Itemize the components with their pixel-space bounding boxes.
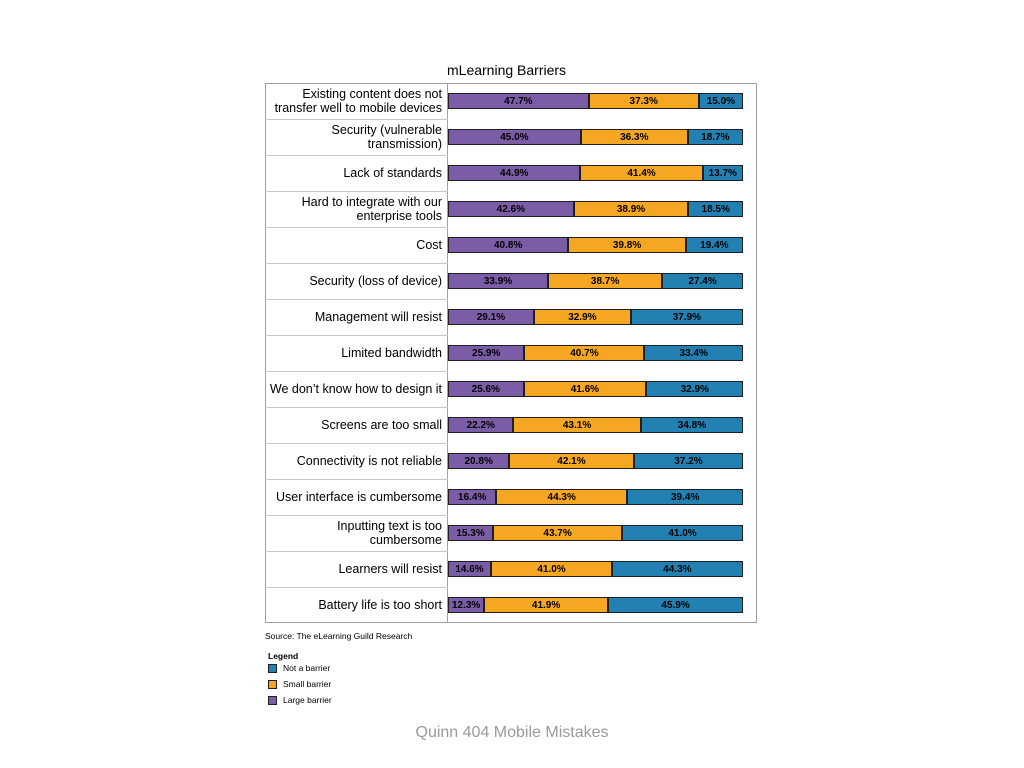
category-label: Hard to integrate with our enterprise to… (301, 195, 442, 223)
category-label: Security (vulnerable transmission) (331, 123, 442, 151)
not-a-barrier-segment: 45.9% (607, 597, 744, 613)
large-barrier-segment: 25.6% (448, 381, 524, 397)
large-barrier-segment: 20.8% (448, 453, 510, 469)
large-barrier-segment: 12.3% (448, 597, 485, 613)
category-label: Security (loss of device) (309, 274, 442, 288)
large-barrier-segment: 25.9% (448, 345, 525, 361)
row-divider (265, 443, 448, 444)
category-label: Management will resist (314, 310, 442, 324)
large-barrier-segment: 15.3% (448, 525, 494, 541)
legend-item: Large barrier (268, 695, 332, 705)
not-a-barrier-segment: 18.5% (688, 201, 743, 217)
category-label: Cost (416, 238, 442, 252)
large-barrier-segment: 44.9% (448, 165, 581, 181)
not-a-barrier-segment: 15.0% (698, 93, 743, 109)
chart-title: mLearning Barriers (447, 62, 567, 78)
category-label: Lack of standards (343, 166, 442, 180)
large-barrier-segment: 45.0% (448, 129, 581, 145)
row-divider (265, 515, 448, 516)
row-divider (265, 407, 448, 408)
row-divider (265, 551, 448, 552)
category-label: Limited bandwidth (341, 346, 442, 360)
legend-item: Small barrier (268, 679, 331, 689)
not-a-barrier-segment: 33.4% (644, 345, 743, 361)
category-label: Screens are too small (321, 418, 442, 432)
large-barrier-segment: 14.6% (448, 561, 492, 577)
chart-frame (265, 83, 757, 623)
source-note: Source: The eLearning Guild Research (265, 631, 413, 641)
small-barrier-segment: 40.7% (524, 345, 645, 361)
legend-label: Large barrier (283, 695, 332, 705)
row-divider (265, 479, 448, 480)
legend-swatch (268, 679, 277, 689)
row-divider (265, 119, 448, 120)
large-barrier-segment: 40.8% (448, 237, 569, 253)
category-label: Existing content does not transfer well … (274, 87, 442, 115)
not-a-barrier-segment: 19.4% (685, 237, 743, 253)
row-divider (265, 191, 448, 192)
row-divider (265, 299, 448, 300)
row-divider (265, 155, 448, 156)
not-a-barrier-segment: 18.7% (687, 129, 743, 145)
small-barrier-segment: 39.8% (568, 237, 686, 253)
large-barrier-segment: 16.4% (448, 489, 497, 505)
large-barrier-segment: 22.2% (448, 417, 514, 433)
category-label: Connectivity is not reliable (296, 454, 442, 468)
category-label: Learners will resist (338, 562, 442, 576)
not-a-barrier-segment: 32.9% (646, 381, 744, 397)
small-barrier-segment: 41.4% (580, 165, 703, 181)
legend-label: Small barrier (283, 679, 332, 689)
slide-footer: Quinn 404 Mobile Mistakes (415, 724, 609, 741)
small-barrier-segment: 38.7% (548, 273, 663, 289)
row-divider (265, 227, 448, 228)
not-a-barrier-segment: 13.7% (702, 165, 743, 181)
small-barrier-segment: 41.6% (523, 381, 647, 397)
row-divider (265, 587, 448, 588)
large-barrier-segment: 47.7% (448, 93, 589, 109)
small-barrier-segment: 32.9% (533, 309, 631, 325)
large-barrier-segment: 33.9% (448, 273, 548, 289)
legend-label: Not a barrier (283, 663, 331, 673)
row-divider (265, 335, 448, 336)
small-barrier-segment: 42.1% (509, 453, 634, 469)
legend-swatch (268, 695, 277, 705)
large-barrier-segment: 42.6% (448, 201, 574, 217)
category-label: User interface is cumbersome (275, 490, 442, 504)
small-barrier-segment: 43.1% (513, 417, 641, 433)
category-label: Battery life is too short (318, 598, 442, 612)
category-label: Inputting text is too cumbersome (337, 519, 442, 547)
not-a-barrier-segment: 27.4% (662, 273, 743, 289)
not-a-barrier-segment: 41.0% (622, 525, 743, 541)
large-barrier-segment: 29.1% (448, 309, 534, 325)
not-a-barrier-segment: 34.8% (640, 417, 744, 433)
row-divider (265, 263, 448, 264)
legend-title: Legend (268, 651, 299, 661)
not-a-barrier-segment: 39.4% (627, 489, 744, 505)
legend-item: Not a barrier (268, 663, 330, 673)
not-a-barrier-segment: 37.9% (630, 309, 743, 325)
small-barrier-segment: 37.3% (588, 93, 699, 109)
not-a-barrier-segment: 37.2% (633, 453, 744, 469)
row-divider (265, 371, 448, 372)
small-barrier-segment: 41.9% (484, 597, 608, 613)
small-barrier-segment: 36.3% (580, 129, 688, 145)
category-label: We don’t know how to design it (269, 382, 442, 396)
legend-swatch (268, 663, 277, 673)
small-barrier-segment: 41.0% (491, 561, 612, 577)
label-divider (447, 83, 448, 623)
small-barrier-segment: 44.3% (496, 489, 628, 505)
not-a-barrier-segment: 44.3% (612, 561, 743, 577)
small-barrier-segment: 38.9% (573, 201, 689, 217)
small-barrier-segment: 43.7% (493, 525, 623, 541)
